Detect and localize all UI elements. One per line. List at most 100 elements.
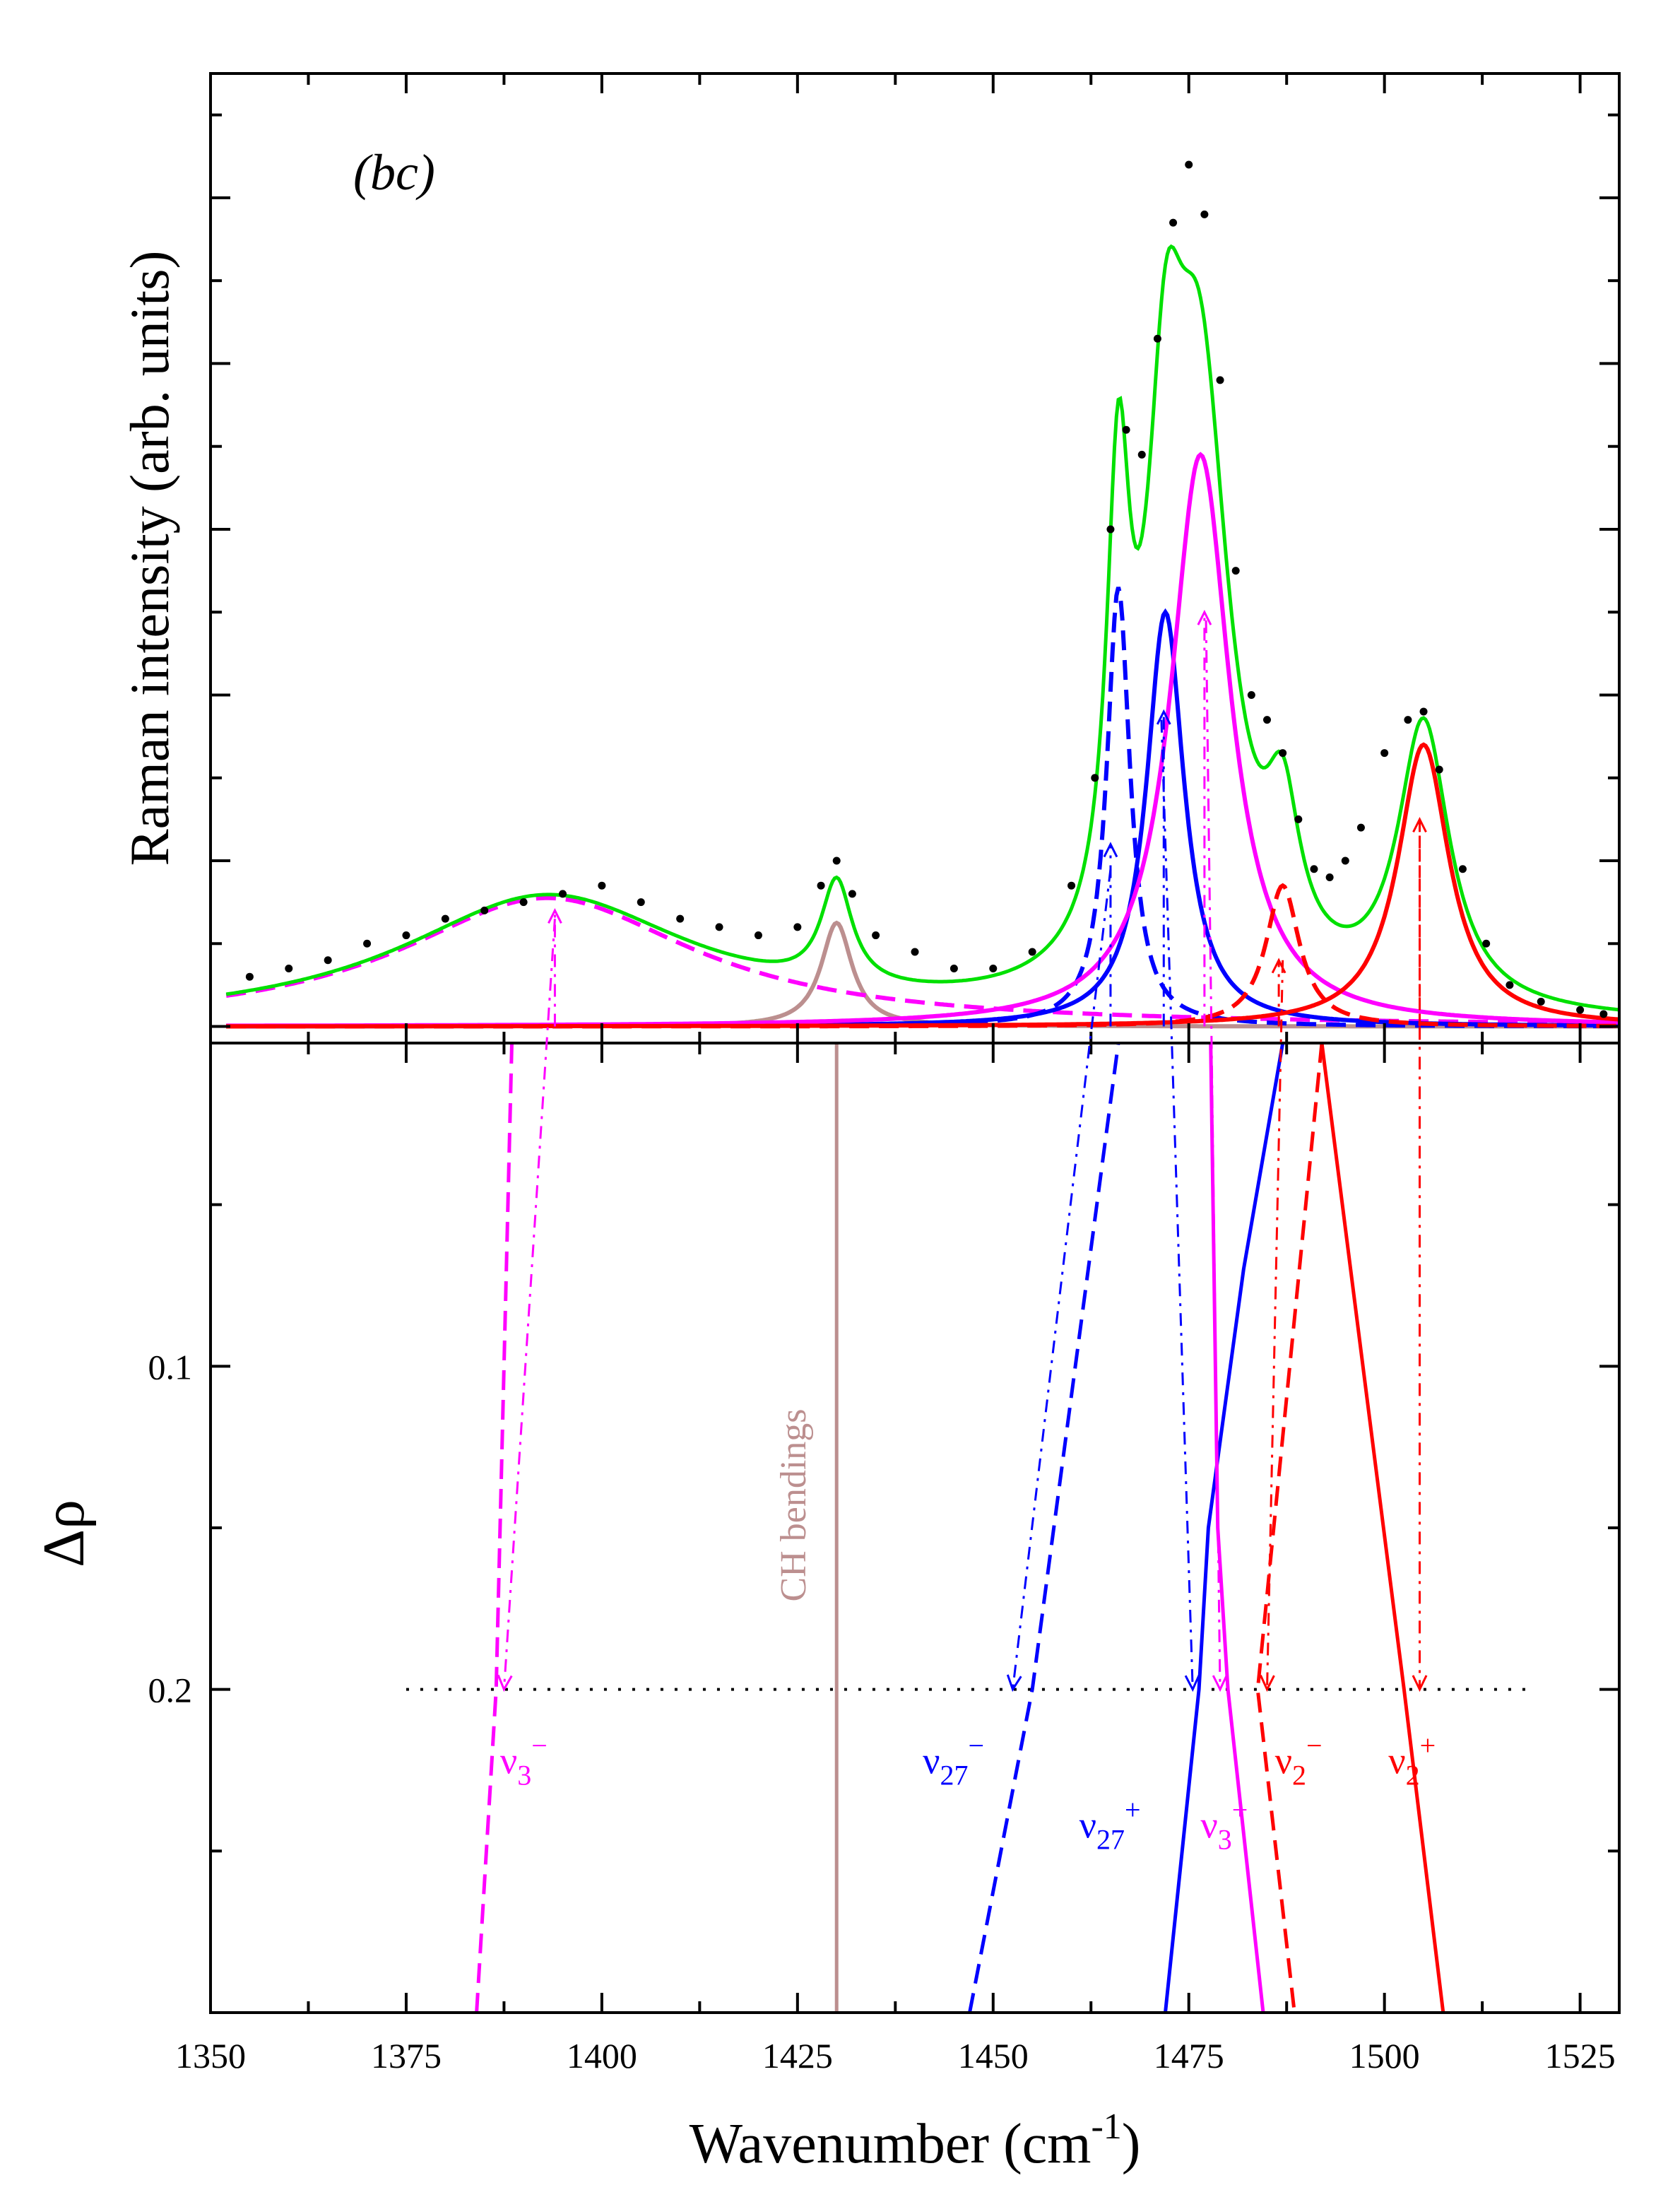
- x-tick-label: 1525: [1545, 2036, 1616, 2076]
- x-tick-label: 1350: [175, 2036, 246, 2076]
- trace-nu27-trace: [968, 1044, 1120, 2011]
- axis-tick-labels: 1350 1375 1400 1425 1450 1475 1500 1525 0.1 0.2: [148, 1347, 1616, 2076]
- series-nu3-component: [226, 452, 1618, 1028]
- data-point: [715, 923, 723, 931]
- data-point: [817, 881, 825, 890]
- data-point: [1356, 823, 1365, 832]
- mode-label-sup: +: [1420, 1729, 1436, 1761]
- link-arrow-2: [1160, 719, 1194, 1690]
- link-arrow-0: [502, 919, 556, 1690]
- top-arrowhead-1: [1103, 842, 1118, 858]
- x-tick-label: 1475: [1154, 2036, 1224, 2076]
- data-point: [1482, 939, 1491, 948]
- x-tick-label: 1375: [371, 2036, 442, 2076]
- data-point: [363, 939, 372, 948]
- data-point: [441, 914, 449, 923]
- data-point: [480, 906, 489, 914]
- data-point: [1294, 815, 1303, 823]
- top-arrowhead-3: [1197, 609, 1212, 625]
- link-arrow-4: [1266, 960, 1284, 1690]
- mode-label: ν27+: [1079, 1794, 1141, 1856]
- x-tick-label: 1425: [762, 2036, 833, 2076]
- data-point: [1404, 716, 1412, 724]
- link-arrowhead-4: [1259, 1675, 1275, 1692]
- data-point: [1185, 160, 1193, 169]
- bottom-plot-area: [406, 1044, 1534, 2011]
- data-point: [872, 931, 880, 940]
- data-point: [1137, 450, 1146, 459]
- x-axis-title-main: Wavenumber (cm: [690, 2113, 1092, 2175]
- trace-nu3-trace: [1209, 1044, 1265, 2011]
- mode-label-base: ν: [923, 1739, 940, 1782]
- data-point: [1169, 218, 1178, 227]
- data-point: [1216, 376, 1224, 384]
- mode-label-sub: 27: [1096, 1824, 1125, 1856]
- top-arrowhead-5: [1412, 817, 1427, 833]
- data-point: [1341, 856, 1349, 865]
- mode-label: ν3+: [1200, 1794, 1248, 1856]
- mode-label: ν27−: [923, 1729, 984, 1791]
- trace-nu2-trace: [1320, 1044, 1445, 2011]
- mode-annotations: ν3− ν27−ν27+ ν3+ν2− ν2+: [497, 620, 1436, 1856]
- data-point: [793, 923, 802, 931]
- link-arrowhead-3: [1212, 1675, 1228, 1692]
- link-arrowhead-1: [1006, 1674, 1022, 1692]
- mode-label-base: ν: [1079, 1804, 1096, 1847]
- data-point: [911, 948, 919, 956]
- top-arrowhead-0: [548, 908, 562, 924]
- data-point: [559, 890, 567, 898]
- mode-label: ν2+: [1388, 1729, 1436, 1791]
- x-tick-label: 1400: [567, 2036, 637, 2076]
- data-point: [1200, 210, 1209, 218]
- ch-bendings-label: CH bendings: [774, 1409, 814, 1602]
- data-point: [1435, 765, 1443, 774]
- data-point: [754, 931, 762, 940]
- mode-label-sub: 2: [1406, 1759, 1420, 1791]
- data-point: [989, 964, 998, 972]
- data-point: [1091, 774, 1099, 782]
- panel-tag: (bc): [353, 144, 435, 201]
- x-axis-title-sup: -1: [1091, 2107, 1121, 2147]
- mode-label-sup: +: [1232, 1794, 1248, 1826]
- mode-label: ν2−: [1275, 1729, 1323, 1791]
- mode-label-sup: −: [1306, 1729, 1323, 1761]
- data-point: [1247, 690, 1255, 699]
- data-point: [1599, 1010, 1608, 1018]
- data-point: [1028, 948, 1036, 956]
- mode-label-base: ν: [1200, 1804, 1217, 1847]
- data-point: [676, 914, 685, 923]
- mode-label-sup: +: [1125, 1794, 1141, 1826]
- mode-label-sub: 2: [1292, 1759, 1306, 1791]
- mode-label: ν3−: [500, 1729, 548, 1791]
- data-point: [598, 881, 606, 890]
- series-fit-total: [225, 244, 1618, 1012]
- series-nu27-component: [226, 587, 1618, 1029]
- top-arrowhead-2: [1156, 709, 1171, 725]
- data-point: [519, 898, 528, 907]
- series-nu2-component: [226, 742, 1618, 1029]
- data-point: [324, 956, 332, 965]
- mode-label-base: ν: [1275, 1739, 1292, 1782]
- mode-label-sub: 3: [517, 1759, 531, 1791]
- top-panel-frame: [209, 72, 1621, 1044]
- data-point: [848, 890, 856, 898]
- trace-nu3-trace: [475, 1044, 514, 2011]
- data-point: [1380, 749, 1389, 758]
- mode-label-sup: −: [968, 1729, 984, 1761]
- bottom-panel-frame: [209, 1042, 1621, 2014]
- series-nu27-component: [226, 608, 1618, 1029]
- data-point: [1263, 716, 1271, 724]
- data-point: [1231, 567, 1240, 575]
- data-point: [1419, 707, 1428, 716]
- data-point: [1506, 981, 1514, 989]
- axis-ticks: [209, 73, 1619, 2013]
- mode-label-base: ν: [1388, 1739, 1405, 1782]
- data-point: [1106, 525, 1115, 534]
- data-point: [1122, 425, 1130, 434]
- x-axis-title: Wavenumber (cm-1): [690, 2107, 1141, 2175]
- series-nu3-component: [225, 895, 1618, 1025]
- link-arrowhead-0: [497, 1674, 513, 1692]
- data-point: [1537, 997, 1545, 1006]
- data-point: [285, 964, 293, 972]
